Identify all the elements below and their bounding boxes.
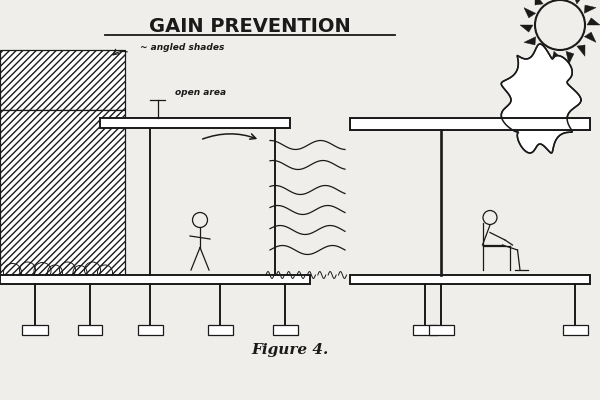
Polygon shape [535, 46, 546, 56]
Polygon shape [584, 5, 596, 13]
Polygon shape [501, 44, 581, 153]
Polygon shape [566, 51, 574, 64]
Text: ~ angled shades: ~ angled shades [140, 43, 224, 52]
Bar [137, 325, 163, 335]
Polygon shape [584, 32, 596, 42]
Text: GAIN PREVENTION: GAIN PREVENTION [149, 18, 351, 36]
Polygon shape [574, 0, 585, 4]
Bar [413, 325, 437, 335]
Polygon shape [0, 50, 125, 110]
Polygon shape [587, 18, 600, 25]
Polygon shape [0, 110, 125, 275]
Bar [350, 275, 590, 284]
Bar [563, 325, 587, 335]
Bar [77, 325, 103, 335]
Polygon shape [524, 37, 536, 45]
Bar [0, 275, 310, 284]
Bar [350, 118, 590, 130]
Polygon shape [551, 51, 560, 64]
Bar [272, 325, 298, 335]
Bar [208, 325, 233, 335]
Text: Figure 4.: Figure 4. [251, 343, 329, 357]
Bar [350, 118, 590, 130]
Text: open area: open area [175, 88, 226, 97]
FancyBboxPatch shape [100, 118, 290, 128]
Bar [23, 325, 47, 335]
Polygon shape [535, 0, 543, 5]
Bar [428, 325, 454, 335]
Polygon shape [524, 8, 536, 18]
Polygon shape [577, 45, 585, 56]
Polygon shape [520, 25, 533, 32]
